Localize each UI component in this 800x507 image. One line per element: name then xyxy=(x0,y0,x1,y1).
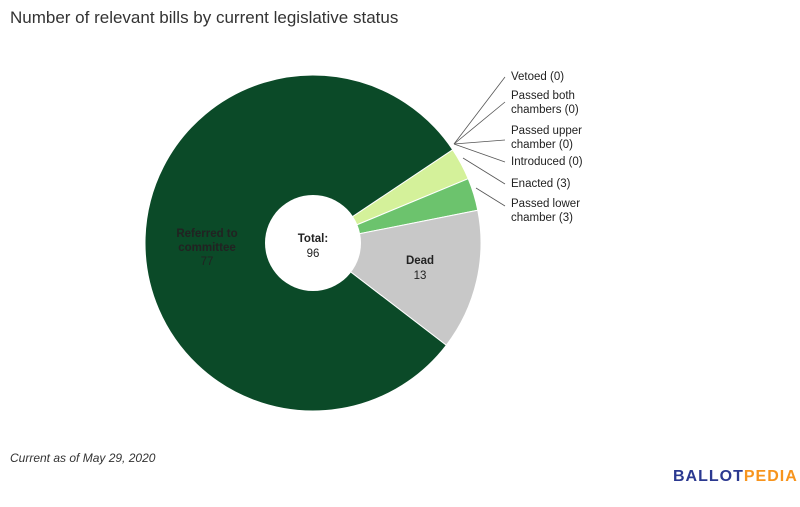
slice-label-referred: Referred to xyxy=(176,228,237,240)
ballotpedia-logo: BALLOTPEDIA xyxy=(673,468,798,486)
legend-label-passed-upper-chamber: Passed upper xyxy=(511,125,582,137)
leader-line-passed-both-chambers xyxy=(453,101,506,145)
slice-value-dead: 13 xyxy=(414,270,427,282)
center-total-value: 96 xyxy=(307,248,320,260)
legend-label-introduced: Introduced (0) xyxy=(511,156,583,168)
legend-label-passed-both-chambers: Passed both xyxy=(511,90,575,102)
leader-line-passed-lower-chamber xyxy=(475,187,506,207)
legend-label-passed-lower-chamber: Passed lower xyxy=(511,198,580,210)
footnote: Current as of May 29, 2020 xyxy=(10,451,156,465)
logo-part2: PEDIA xyxy=(743,468,798,485)
leader-line-introduced xyxy=(453,143,506,163)
chart-title: Number of relevant bills by current legi… xyxy=(10,8,399,27)
leader-line-passed-upper-chamber xyxy=(453,139,506,145)
center-total-label: Total: xyxy=(298,233,328,245)
legend-label-enacted: Enacted (3) xyxy=(511,178,571,190)
donut-hole xyxy=(265,195,361,291)
slice-label-referred-2: committee xyxy=(178,242,236,254)
slice-value-referred: 77 xyxy=(201,256,214,268)
legend-label-passed-lower-chamber-2: chamber (3) xyxy=(511,212,573,224)
legend-label-vetoed: Vetoed (0) xyxy=(511,71,564,83)
leader-line-vetoed xyxy=(453,76,506,145)
leader-line-enacted xyxy=(462,157,506,185)
legend-label-passed-upper-chamber-2: chamber (0) xyxy=(511,139,573,151)
logo-part1: BALLOT xyxy=(673,468,744,485)
slice-label-dead: Dead xyxy=(406,255,434,267)
legend-label-passed-both-chambers-2: chambers (0) xyxy=(511,104,579,116)
